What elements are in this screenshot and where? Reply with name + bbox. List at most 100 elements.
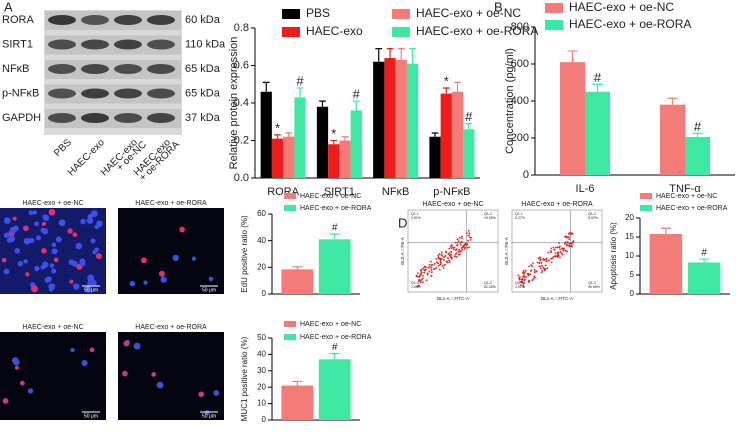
- scale-bar-label: 50 μm: [84, 287, 98, 293]
- blot-band: [48, 15, 76, 25]
- y-axis-label: Relative protein expression: [228, 37, 240, 170]
- cell: [140, 257, 147, 264]
- event: [564, 235, 566, 238]
- event: [538, 265, 541, 268]
- quadrant-label: 90.69%: [588, 285, 600, 289]
- event: [467, 229, 470, 232]
- legend-swatch: [640, 193, 652, 199]
- cell: [29, 237, 35, 244]
- error-bar: [386, 48, 394, 58]
- cell: [48, 208, 56, 216]
- cell: [87, 274, 95, 282]
- flow-x-label: BL1-A :: FITC-A: [437, 296, 469, 301]
- event: [562, 249, 565, 252]
- event: [425, 279, 428, 282]
- event: [437, 256, 440, 259]
- event: [447, 257, 449, 259]
- protein-label: GAPDH: [2, 112, 41, 124]
- event: [422, 275, 424, 277]
- event: [530, 269, 533, 272]
- error-bar: [274, 134, 281, 139]
- bar: [373, 61, 385, 178]
- event: [529, 273, 532, 275]
- significance-marker: *: [331, 126, 336, 141]
- event: [461, 235, 463, 238]
- cell: [40, 227, 46, 233]
- cell: [27, 388, 34, 394]
- event: [557, 255, 560, 258]
- bar: [429, 136, 441, 178]
- cell: [96, 220, 103, 228]
- quadrant-label: 8.02%: [588, 216, 598, 220]
- event: [419, 279, 422, 282]
- size-label: 65 kDa: [185, 87, 221, 99]
- cell: [204, 410, 210, 415]
- event: [454, 255, 456, 258]
- quadrant-label: Q1-2: [484, 212, 492, 216]
- event: [562, 248, 565, 251]
- event: [439, 263, 442, 266]
- event: [534, 276, 536, 279]
- event: [468, 232, 471, 235]
- cell: [34, 265, 40, 272]
- blot-band: [114, 15, 142, 25]
- event: [460, 247, 463, 249]
- event: [559, 251, 562, 253]
- cell: [133, 342, 141, 350]
- y-tick-label: 50: [257, 333, 266, 342]
- event: [547, 251, 549, 254]
- event: [568, 232, 570, 235]
- legend-swatch: [282, 9, 300, 19]
- event: [428, 270, 431, 273]
- event: [565, 244, 568, 247]
- legend-label: HAEC-exo + oe-RORA: [656, 205, 728, 212]
- error-bar: [660, 227, 671, 234]
- cell: [69, 279, 74, 284]
- bar: [281, 385, 314, 420]
- event: [459, 250, 462, 253]
- event: [418, 278, 421, 281]
- legend-swatch: [284, 205, 296, 211]
- scale-bar-label: 50 μm: [84, 413, 98, 419]
- cell: [41, 221, 46, 227]
- error-bar: [262, 81, 270, 92]
- event: [556, 246, 559, 249]
- error-bar: [667, 97, 678, 105]
- bar: [318, 239, 351, 294]
- y-tick-label: 400: [511, 95, 529, 107]
- event: [544, 268, 547, 270]
- event: [532, 277, 535, 280]
- event: [546, 267, 549, 270]
- event: [561, 252, 563, 255]
- scale-bar-label: 50 μm: [202, 413, 216, 419]
- bar: [687, 262, 721, 294]
- event: [544, 264, 547, 267]
- cell: [213, 390, 220, 396]
- event: [519, 281, 522, 284]
- significance-marker: *: [444, 73, 449, 88]
- legend-label: HAEC-exo + oe-NC: [569, 0, 674, 14]
- lane-label: PBS: [52, 137, 74, 159]
- error-bar: [692, 132, 703, 138]
- event: [550, 257, 552, 260]
- cell: [73, 283, 80, 290]
- cell: [13, 359, 20, 366]
- y-tick-label: 0.0: [234, 172, 249, 184]
- cell: [28, 210, 34, 216]
- y-tick-label: 20: [625, 213, 634, 222]
- cell: [25, 272, 30, 277]
- cell: [198, 391, 204, 398]
- event: [424, 269, 426, 272]
- error-bar: [465, 123, 473, 130]
- scale-bar-label: 50 μm: [202, 287, 216, 293]
- cell: [80, 218, 86, 225]
- event: [528, 265, 531, 268]
- panel-letter: D: [398, 215, 407, 230]
- bar: [384, 58, 396, 178]
- event: [550, 247, 553, 250]
- cell: [81, 360, 88, 367]
- event: [561, 253, 564, 256]
- image-caption: HAEC-exo + oe-RORA: [135, 200, 207, 207]
- cell: [3, 232, 10, 239]
- cell: [41, 248, 47, 254]
